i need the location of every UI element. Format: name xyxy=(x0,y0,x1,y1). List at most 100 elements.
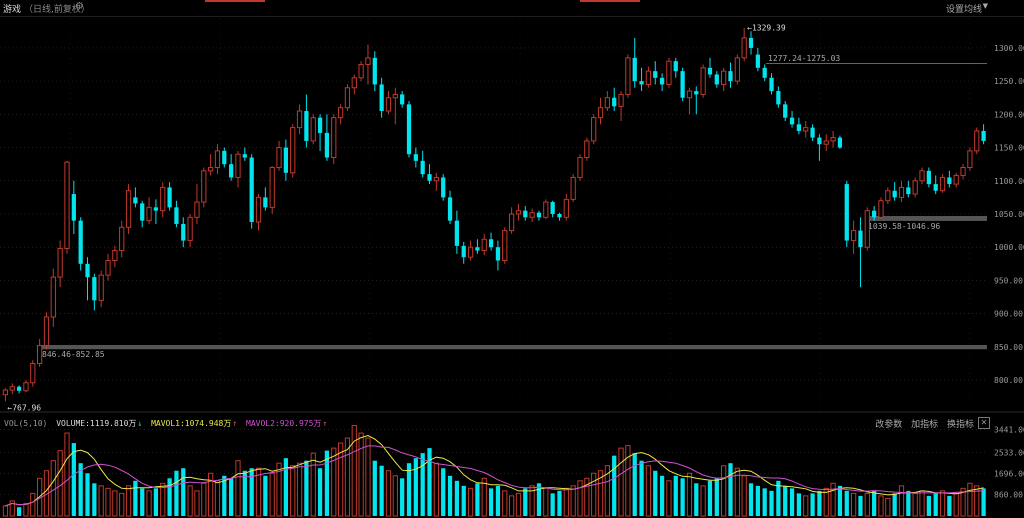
close-icon[interactable]: ✕ xyxy=(978,417,990,429)
candle[interactable] xyxy=(454,210,459,254)
candle[interactable] xyxy=(461,241,466,264)
candle[interactable] xyxy=(502,227,508,264)
candle[interactable] xyxy=(331,114,337,165)
candle[interactable] xyxy=(933,175,938,195)
candle[interactable] xyxy=(194,184,200,224)
candle[interactable] xyxy=(187,214,193,248)
candle[interactable] xyxy=(317,114,323,151)
candle[interactable] xyxy=(71,180,76,234)
candle[interactable] xyxy=(830,130,836,148)
candle[interactable] xyxy=(926,167,931,188)
candle[interactable] xyxy=(653,61,658,85)
candle[interactable] xyxy=(639,67,644,92)
candle[interactable] xyxy=(591,114,597,145)
candle[interactable] xyxy=(201,167,207,208)
candle[interactable] xyxy=(850,220,857,254)
candle[interactable] xyxy=(659,73,665,92)
candle[interactable] xyxy=(789,111,795,128)
candle[interactable] xyxy=(570,174,576,203)
candle[interactable] xyxy=(666,57,672,88)
candle[interactable] xyxy=(858,217,863,288)
candle[interactable] xyxy=(584,137,590,161)
candle[interactable] xyxy=(167,182,172,211)
candle[interactable] xyxy=(92,273,97,311)
candle[interactable] xyxy=(337,104,344,125)
candle[interactable] xyxy=(762,64,767,82)
candle[interactable] xyxy=(550,200,555,218)
candle[interactable] xyxy=(43,312,50,350)
edit-params-button[interactable]: 改参数 xyxy=(875,420,903,430)
candle[interactable] xyxy=(263,187,268,211)
candle[interactable] xyxy=(707,57,713,78)
candle[interactable] xyxy=(557,212,562,221)
candle[interactable] xyxy=(105,253,111,281)
candle[interactable] xyxy=(694,86,699,115)
candle[interactable] xyxy=(23,380,29,393)
candle[interactable] xyxy=(385,91,392,115)
candle[interactable] xyxy=(222,147,227,168)
candle[interactable] xyxy=(433,172,439,191)
candle[interactable] xyxy=(543,199,549,220)
candle[interactable] xyxy=(673,57,678,78)
candle[interactable] xyxy=(872,206,877,221)
candle[interactable] xyxy=(413,147,418,168)
candle[interactable] xyxy=(625,54,631,98)
candle[interactable] xyxy=(686,87,693,115)
candle[interactable] xyxy=(734,54,740,85)
candle[interactable] xyxy=(947,170,952,188)
candle[interactable] xyxy=(447,190,453,224)
candle[interactable] xyxy=(488,232,494,251)
candle[interactable] xyxy=(953,172,959,188)
candle[interactable] xyxy=(9,383,15,395)
candle[interactable] xyxy=(803,120,809,138)
candle[interactable] xyxy=(728,62,733,88)
candle[interactable] xyxy=(604,91,610,112)
candle[interactable] xyxy=(50,268,56,327)
candle[interactable] xyxy=(379,77,384,118)
candle[interactable] xyxy=(721,67,727,92)
candle[interactable] xyxy=(310,114,316,145)
candle[interactable] xyxy=(632,37,637,88)
candle[interactable] xyxy=(481,233,487,256)
candle[interactable] xyxy=(420,150,425,178)
candle[interactable] xyxy=(495,240,501,271)
candle[interactable] xyxy=(837,135,843,149)
candle[interactable] xyxy=(344,84,351,112)
candle[interactable] xyxy=(960,164,966,180)
candle[interactable] xyxy=(324,114,330,161)
switch-indicator-button[interactable]: 换指标 xyxy=(946,420,974,430)
candle[interactable] xyxy=(892,182,897,201)
candle[interactable] xyxy=(98,270,104,308)
candle[interactable] xyxy=(269,166,275,214)
candle[interactable] xyxy=(796,117,802,135)
candle[interactable] xyxy=(255,194,262,231)
candle[interactable] xyxy=(160,182,166,218)
candle[interactable] xyxy=(30,360,36,387)
ma-settings-button[interactable]: 设置均线 xyxy=(945,5,982,15)
candle[interactable] xyxy=(618,91,624,121)
candle[interactable] xyxy=(249,154,254,229)
candle[interactable] xyxy=(864,207,870,251)
candle[interactable] xyxy=(283,139,288,181)
candle[interactable] xyxy=(229,154,234,181)
candle[interactable] xyxy=(400,91,405,108)
candle[interactable] xyxy=(214,144,221,175)
candle[interactable] xyxy=(78,217,83,271)
candle[interactable] xyxy=(16,385,22,394)
candle[interactable] xyxy=(133,187,138,208)
candle[interactable] xyxy=(981,124,986,145)
candle[interactable] xyxy=(844,180,849,248)
candle[interactable] xyxy=(919,167,925,185)
candle[interactable] xyxy=(563,194,569,221)
candle[interactable] xyxy=(125,184,132,234)
candle[interactable] xyxy=(508,207,515,234)
candle[interactable] xyxy=(939,174,946,193)
candle[interactable] xyxy=(85,257,90,301)
candle[interactable] xyxy=(714,71,719,88)
candle[interactable] xyxy=(406,101,412,158)
candle[interactable] xyxy=(700,64,706,98)
candle[interactable] xyxy=(741,27,747,62)
candle[interactable] xyxy=(776,86,781,108)
add-indicator-button[interactable]: 加指标 xyxy=(911,420,939,430)
